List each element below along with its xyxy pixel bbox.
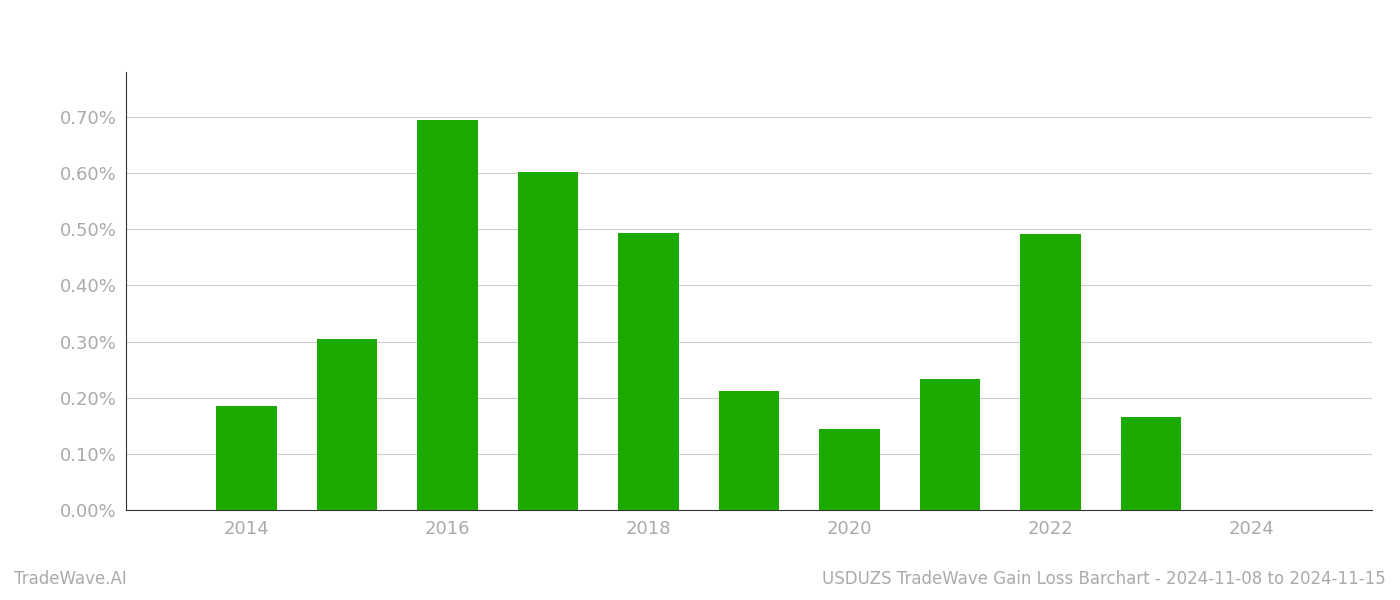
Bar bbox=[718, 391, 780, 510]
Bar bbox=[819, 428, 879, 510]
Bar bbox=[217, 406, 277, 510]
Text: TradeWave.AI: TradeWave.AI bbox=[14, 570, 127, 588]
Bar bbox=[920, 379, 980, 510]
Bar bbox=[1021, 234, 1081, 510]
Bar bbox=[316, 339, 377, 510]
Bar bbox=[619, 233, 679, 510]
Text: USDUZS TradeWave Gain Loss Barchart - 2024-11-08 to 2024-11-15: USDUZS TradeWave Gain Loss Barchart - 20… bbox=[822, 570, 1386, 588]
Bar bbox=[1121, 418, 1182, 510]
Bar bbox=[518, 172, 578, 510]
Bar bbox=[417, 120, 477, 510]
